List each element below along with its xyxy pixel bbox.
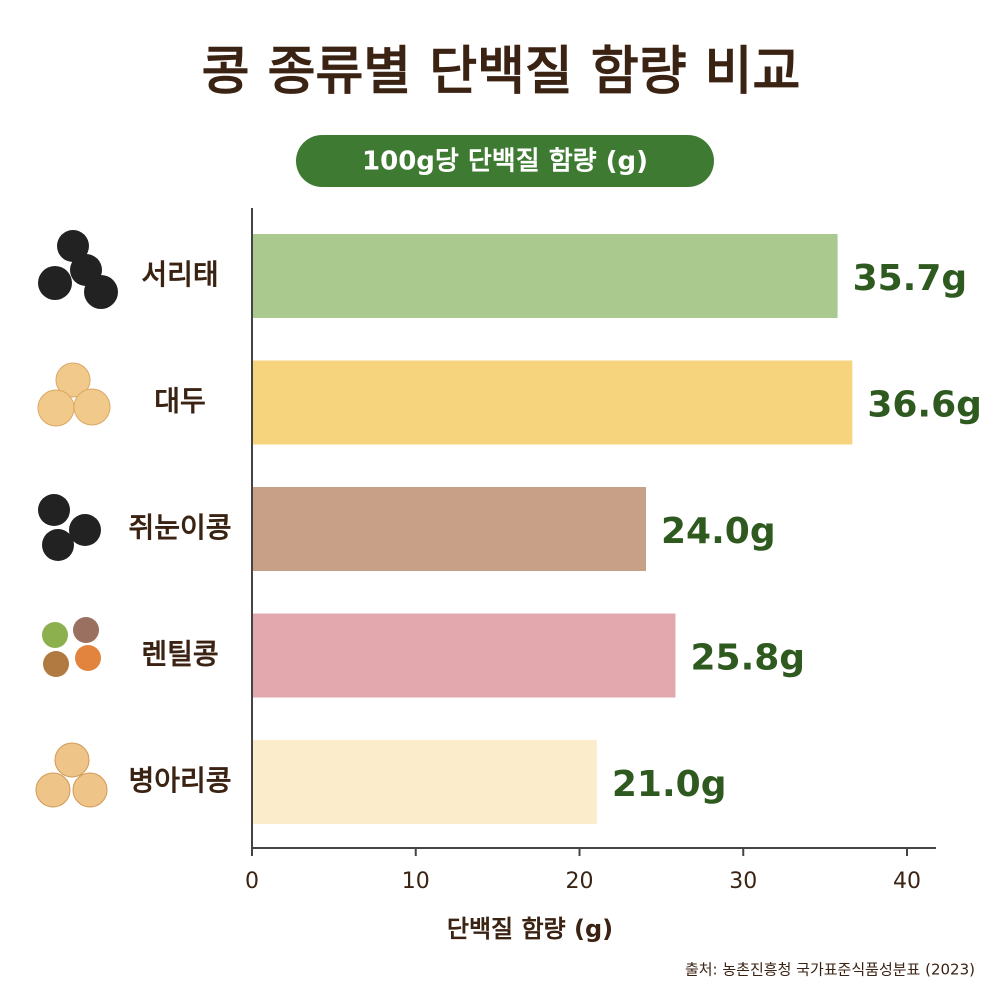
bar (253, 613, 676, 698)
bar (253, 234, 838, 318)
bar (253, 740, 597, 824)
bar (253, 360, 853, 445)
value-label: 21.0g (612, 764, 727, 805)
subtitle-pill (296, 135, 714, 187)
bar (253, 487, 646, 571)
x-tick-label: 10 (402, 869, 430, 894)
x-tick-label: 40 (893, 869, 921, 894)
y-tick-label: 병아리콩 (128, 764, 231, 797)
value-label: 24.0g (661, 511, 776, 552)
x-axis-label: 단백질 함량 (g) (447, 915, 613, 943)
x-tick-label: 0 (245, 869, 259, 894)
bean-icons (35, 230, 118, 808)
source: 출처: 농촌진흥청 국가표준식품성분표 (2023) (685, 961, 975, 979)
chart-title: 콩 종류별 단백질 함량 비교 (202, 42, 801, 102)
value-label: 25.8g (690, 638, 805, 679)
value-label: 36.6g (867, 385, 982, 426)
x-tick-label: 30 (729, 869, 757, 894)
subtitle: 100g당 단백질 함량 (g) (362, 147, 648, 177)
y-tick-label: 렌틸콩 (141, 638, 218, 671)
y-tick-label: 쥐눈이콩 (128, 511, 231, 544)
x-tick-label: 20 (566, 869, 594, 894)
y-tick-label: 서리태 (141, 258, 218, 291)
y-tick-label: 대두 (154, 385, 206, 418)
value-label: 35.7g (853, 258, 968, 299)
